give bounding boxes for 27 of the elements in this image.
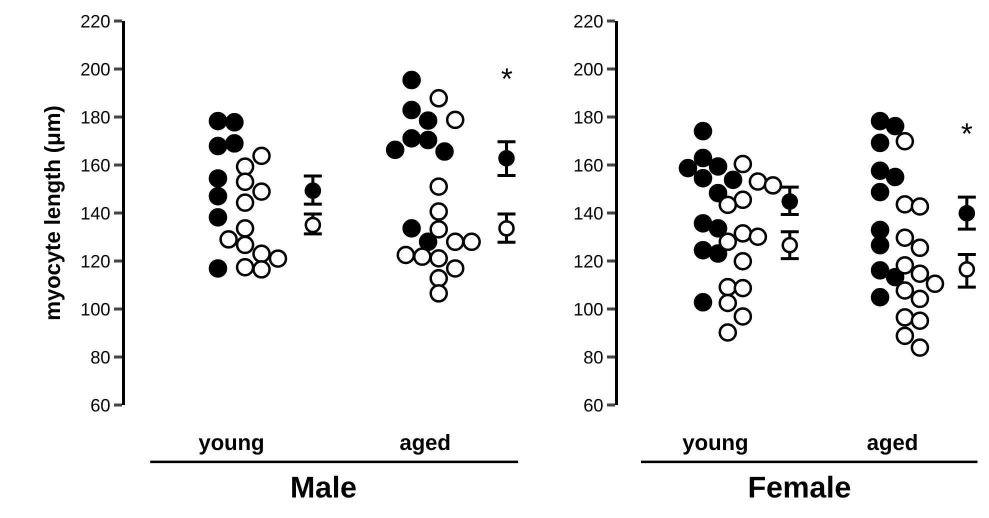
y-tick-label: 160: [573, 155, 604, 176]
x-tick-label: aged: [866, 430, 918, 455]
y-tick-label: 80: [90, 347, 110, 368]
annotation: *: [501, 63, 513, 96]
y-tick-label: 60: [583, 395, 604, 416]
x-tick-label: young: [682, 430, 748, 455]
x-tick-label: aged: [399, 430, 451, 455]
y-tick-label: 200: [80, 59, 110, 80]
y-tick-label: 220: [80, 11, 110, 32]
x-axis-title: Male: [290, 472, 357, 504]
y-tick-label: 160: [80, 155, 110, 176]
x-axis-title: Female: [748, 472, 852, 504]
x-tick-label: young: [198, 430, 265, 455]
y-tick-label: 140: [80, 203, 110, 224]
y-tick-label: 140: [573, 203, 604, 224]
y-axis-title: myocyte length (μm): [40, 105, 66, 321]
y-tick-label: 120: [80, 251, 110, 272]
y-tick-label: 180: [80, 107, 110, 128]
y-tick-label: 120: [573, 251, 604, 272]
y-tick-label: 100: [80, 299, 110, 320]
y-tick-label: 180: [573, 107, 604, 128]
y-tick-label: 100: [573, 299, 604, 320]
y-tick-label: 80: [583, 347, 604, 368]
y-tick-label: 200: [573, 59, 604, 80]
annotation: *: [961, 118, 973, 151]
y-tick-label: 220: [573, 11, 604, 32]
y-tick-label: 60: [90, 395, 110, 416]
